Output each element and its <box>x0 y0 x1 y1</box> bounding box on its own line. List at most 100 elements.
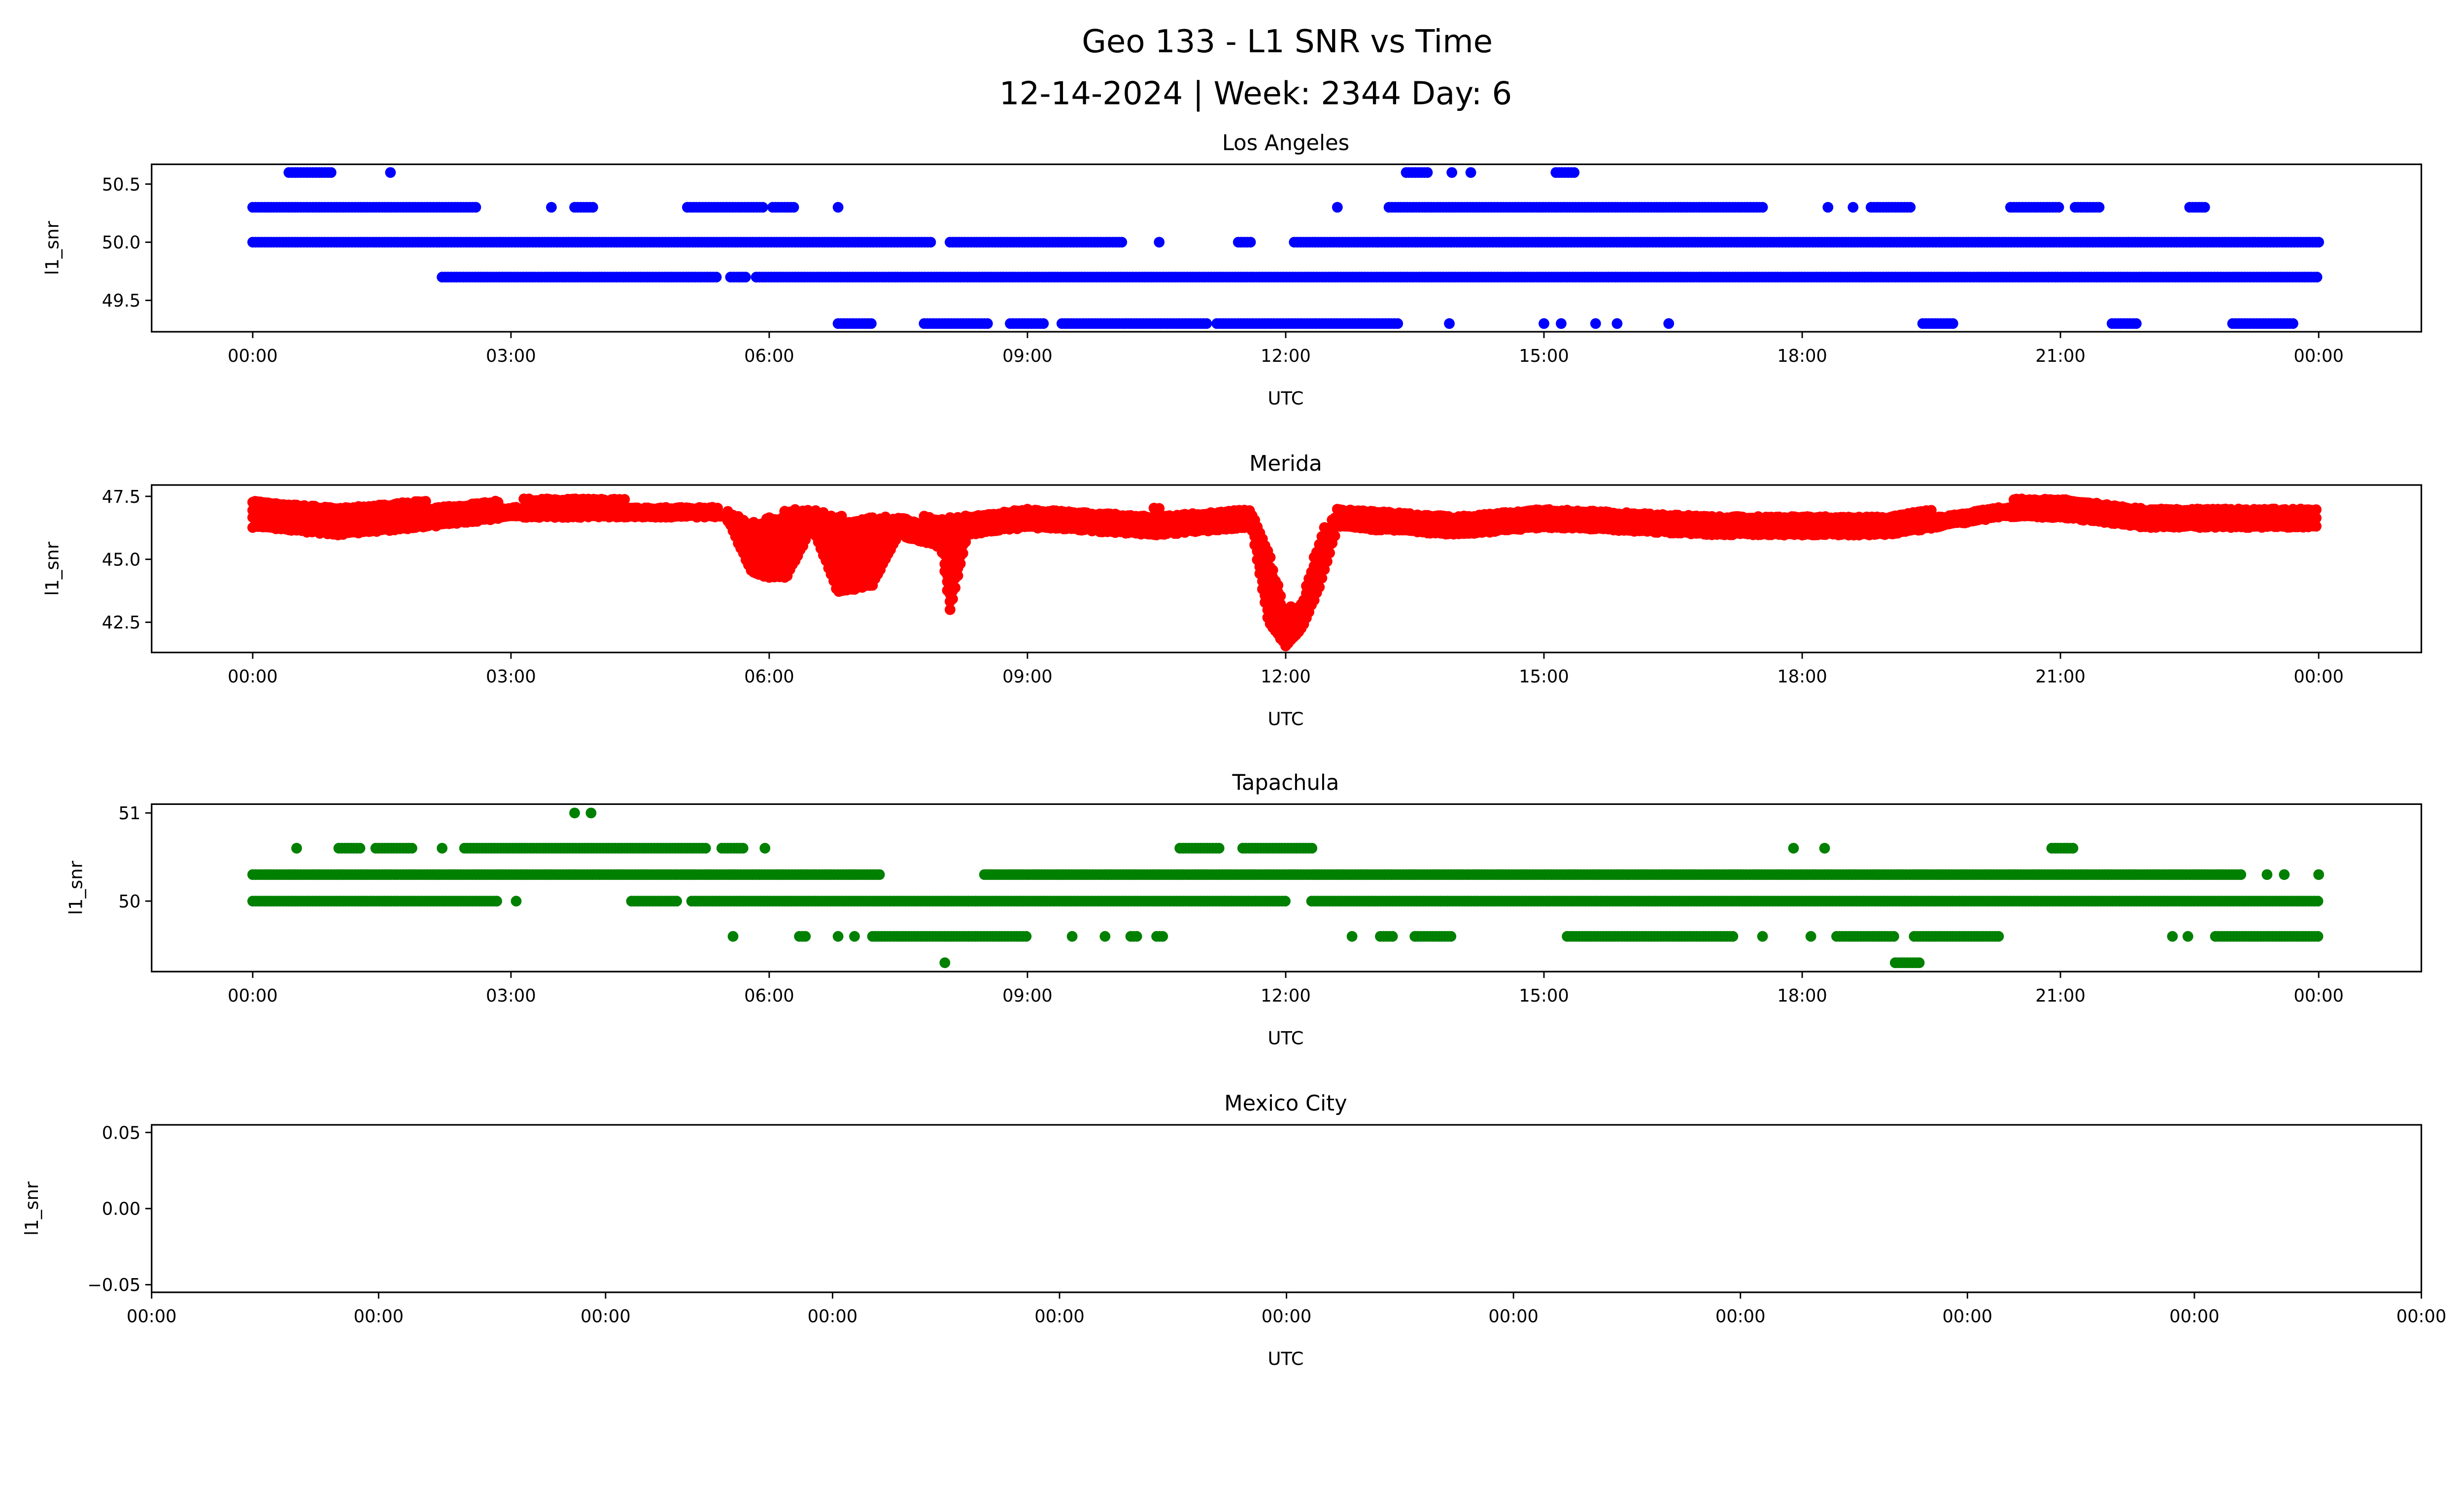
data-point <box>711 272 722 283</box>
data-point <box>1905 202 1916 213</box>
data-point <box>757 202 768 213</box>
data-point <box>2287 318 2298 329</box>
y-axis-label: l1_snr <box>42 541 63 596</box>
data-point <box>1465 167 1476 178</box>
y-tick-label: 50.5 <box>102 174 141 195</box>
data-point <box>2067 842 2079 854</box>
data-point <box>737 842 749 854</box>
data-point <box>712 502 723 514</box>
data-point <box>1267 564 1278 576</box>
data-point <box>1663 318 1675 329</box>
x-tick-label: 18:00 <box>1777 346 1827 366</box>
data-point <box>874 869 885 880</box>
y-axis-label: l1_snr <box>42 220 63 275</box>
x-tick-label: 00:00 <box>2293 667 2344 687</box>
y-tick-label: 45.0 <box>102 550 141 570</box>
data-point <box>2199 202 2210 213</box>
x-tick-label: 15:00 <box>1519 346 1569 366</box>
figure: Geo 133 - L1 SNR vs Time 12-14-2024 | We… <box>0 0 2464 1382</box>
x-tick-label: 12:00 <box>1261 667 1311 687</box>
x-tick-label: 00:00 <box>2293 346 2344 366</box>
scatter-series <box>247 167 2325 329</box>
data-point <box>1332 202 1343 213</box>
data-point <box>1444 318 1455 329</box>
data-point <box>788 202 799 213</box>
data-point <box>982 318 993 329</box>
y-tick-label: 42.5 <box>102 613 141 633</box>
data-point <box>1446 167 1458 178</box>
data-point <box>291 842 302 854</box>
data-point <box>759 842 771 854</box>
y-tick-label: 47.5 <box>102 487 141 507</box>
data-point <box>925 237 936 248</box>
x-tick-label: 03:00 <box>486 667 536 687</box>
data-point <box>2313 237 2325 248</box>
data-point <box>1272 580 1284 591</box>
data-point <box>1848 202 1859 213</box>
data-point <box>832 202 844 213</box>
subplot-title: Los Angeles <box>1222 131 1349 155</box>
subplots: 50.5 50.0 49.5 00:00 03:00 06:00 09:00 12:00 15:… <box>21 131 2446 1369</box>
data-point <box>2311 504 2322 515</box>
y-tick-label: 50.0 <box>102 233 141 253</box>
figure-background <box>0 0 2464 1382</box>
data-point <box>1788 842 1799 854</box>
y-tick-label: 49.5 <box>102 291 141 311</box>
x-tick-label: 09:00 <box>1002 667 1053 687</box>
data-point <box>546 202 557 213</box>
data-point <box>569 807 580 819</box>
subplot-title: Merida <box>1249 452 1322 476</box>
data-point <box>437 842 448 854</box>
data-point <box>1154 237 1165 248</box>
data-point <box>587 202 598 213</box>
axes-frame <box>151 163 2423 333</box>
x-tick-label: 06:00 <box>744 667 794 687</box>
data-point <box>407 842 417 854</box>
data-point <box>1539 318 1549 329</box>
data-point <box>385 167 396 178</box>
data-point <box>2093 202 2105 213</box>
data-point <box>1306 842 1318 854</box>
data-point <box>2131 318 2142 329</box>
data-point <box>354 842 366 854</box>
data-point <box>1245 237 1256 248</box>
x-tick-label: 06:00 <box>744 346 794 366</box>
data-point <box>1265 552 1276 563</box>
data-point <box>1611 318 1623 329</box>
x-tick-label: 09:00 <box>1002 346 1053 366</box>
subplot-merida: 47.545.042.500:00 03:00 06:00 09:00 12:00 15:… <box>42 452 2423 730</box>
figure-title-line1: Geo 133 - L1 SNR vs Time <box>1082 24 1493 60</box>
data-point <box>619 494 630 505</box>
data-point <box>1201 318 1212 329</box>
data-point <box>1314 582 1325 592</box>
data-point <box>1422 167 1433 178</box>
data-point <box>1822 202 1834 213</box>
subplot-los-angeles: 50.550.049.500:00 03:00 06:00 09:00 12:00 15:… <box>42 131 2423 409</box>
data-point <box>470 202 481 213</box>
x-axis-label: UTC <box>1267 388 1303 409</box>
data-point <box>2311 272 2323 283</box>
data-point <box>866 318 877 329</box>
data-point <box>700 842 711 854</box>
x-tick-label: 18:00 <box>1777 667 1827 687</box>
data-point <box>1116 237 1128 248</box>
data-point <box>1819 842 1830 854</box>
x-tick-label: 21:00 <box>2035 346 2086 366</box>
data-point <box>1569 167 1580 178</box>
data-point <box>325 167 337 178</box>
data-point <box>585 807 597 819</box>
data-point <box>1757 202 1768 213</box>
x-tick-label: 21:00 <box>2035 667 2086 687</box>
x-tick-label: 12:00 <box>1261 346 1311 366</box>
figure-title-line2: 12-14-2024 | Week: 2344 Day: 6 <box>999 76 1512 112</box>
data-point <box>2053 202 2064 213</box>
x-axis-label: UTC <box>1267 708 1303 730</box>
scatter-series <box>247 493 2322 652</box>
data-point <box>740 272 751 283</box>
data-point <box>1038 318 1049 329</box>
data-point <box>1947 318 1958 329</box>
data-point <box>1392 318 1403 329</box>
data-point <box>1275 591 1286 601</box>
data-point <box>1590 318 1601 329</box>
data-point <box>1556 318 1567 329</box>
